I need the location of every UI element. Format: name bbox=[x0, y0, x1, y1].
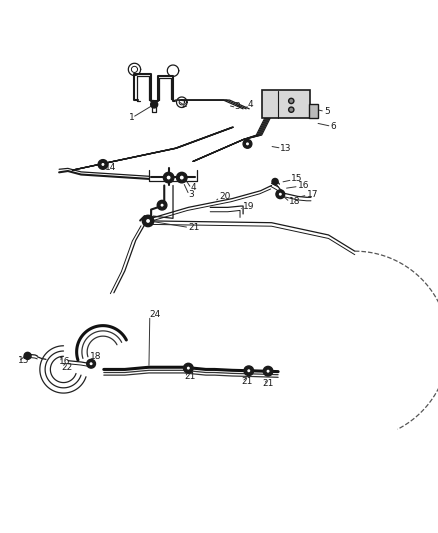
Text: 3: 3 bbox=[234, 102, 240, 111]
Circle shape bbox=[101, 162, 105, 167]
Polygon shape bbox=[309, 104, 318, 118]
Text: 24: 24 bbox=[149, 310, 160, 319]
Text: 15: 15 bbox=[291, 174, 303, 183]
Text: 1: 1 bbox=[129, 113, 135, 122]
Circle shape bbox=[186, 366, 191, 370]
Circle shape bbox=[243, 140, 252, 148]
Text: 2: 2 bbox=[182, 100, 187, 109]
Circle shape bbox=[247, 368, 251, 373]
Text: 18: 18 bbox=[90, 352, 101, 361]
Circle shape bbox=[289, 98, 294, 103]
Circle shape bbox=[263, 366, 273, 376]
FancyBboxPatch shape bbox=[262, 91, 310, 118]
Circle shape bbox=[245, 142, 250, 146]
Circle shape bbox=[244, 366, 254, 376]
Text: 18: 18 bbox=[289, 197, 300, 206]
Circle shape bbox=[142, 215, 154, 227]
Circle shape bbox=[163, 172, 174, 183]
Circle shape bbox=[160, 203, 164, 207]
Text: 13: 13 bbox=[280, 144, 292, 153]
Circle shape bbox=[98, 159, 108, 169]
Text: 6: 6 bbox=[331, 122, 336, 131]
Text: 21: 21 bbox=[184, 373, 195, 382]
Text: 14: 14 bbox=[105, 164, 117, 173]
Circle shape bbox=[157, 200, 167, 210]
Circle shape bbox=[278, 192, 283, 197]
Text: 3: 3 bbox=[188, 190, 194, 199]
Text: 20: 20 bbox=[219, 192, 230, 201]
Text: 4: 4 bbox=[247, 100, 253, 109]
Text: 16: 16 bbox=[298, 181, 309, 190]
Circle shape bbox=[89, 361, 93, 366]
Circle shape bbox=[289, 107, 294, 112]
Text: 21: 21 bbox=[263, 379, 274, 389]
Text: 16: 16 bbox=[59, 357, 71, 366]
Text: 5: 5 bbox=[324, 107, 330, 116]
Circle shape bbox=[177, 172, 187, 183]
Text: 21: 21 bbox=[188, 223, 200, 231]
Text: 15: 15 bbox=[18, 356, 29, 365]
Circle shape bbox=[24, 352, 31, 359]
Text: 22: 22 bbox=[61, 363, 73, 372]
Circle shape bbox=[272, 179, 278, 184]
Circle shape bbox=[151, 101, 158, 108]
Circle shape bbox=[266, 369, 270, 374]
Circle shape bbox=[179, 175, 184, 180]
Circle shape bbox=[166, 175, 171, 180]
Circle shape bbox=[276, 190, 285, 199]
Text: 17: 17 bbox=[307, 190, 318, 199]
Text: 19: 19 bbox=[243, 202, 254, 211]
Circle shape bbox=[87, 359, 95, 368]
Circle shape bbox=[145, 219, 151, 223]
Text: 4: 4 bbox=[191, 183, 196, 192]
Text: 21: 21 bbox=[241, 377, 252, 386]
Circle shape bbox=[184, 364, 193, 373]
